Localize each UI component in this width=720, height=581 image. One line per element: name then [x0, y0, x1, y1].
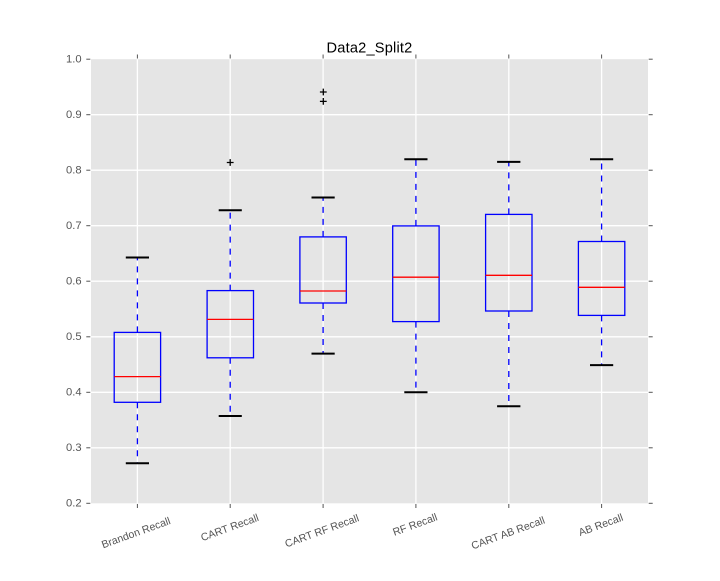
svg-text:0.4: 0.4 [66, 387, 82, 399]
svg-text:0.2: 0.2 [66, 498, 82, 510]
svg-text:0.9: 0.9 [66, 109, 82, 121]
svg-text:0.7: 0.7 [66, 220, 82, 232]
svg-text:1.0: 1.0 [66, 54, 82, 66]
svg-text:0.5: 0.5 [66, 331, 82, 343]
svg-text:0.3: 0.3 [66, 442, 82, 454]
svg-text:0.8: 0.8 [66, 165, 82, 177]
svg-text:0.6: 0.6 [66, 276, 82, 288]
svg-text:Data2_Split2: Data2_Split2 [327, 41, 413, 57]
